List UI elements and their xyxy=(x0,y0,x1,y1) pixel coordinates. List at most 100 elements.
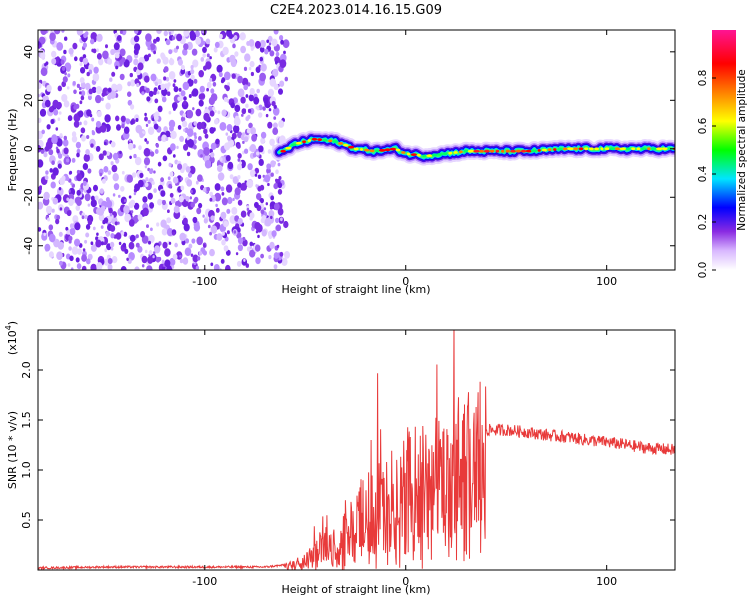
ridge-hotspot xyxy=(458,150,463,154)
noise-dot xyxy=(264,174,271,183)
noise-dot xyxy=(99,172,103,177)
spectrogram-y-ticks: -40 -20 0 20 40 xyxy=(22,45,675,255)
noise-dot xyxy=(254,201,259,209)
noise-dot xyxy=(134,156,142,166)
noise-dot xyxy=(106,151,110,156)
noise-dot xyxy=(189,196,192,200)
noise-dot xyxy=(177,59,183,66)
ridge-hotspot xyxy=(406,152,411,156)
noise-dot xyxy=(124,248,129,254)
noise-dot xyxy=(237,244,243,252)
noise-dot xyxy=(223,245,229,252)
noise-dot xyxy=(157,198,163,206)
noise-dot xyxy=(96,48,99,52)
noise-dot xyxy=(95,94,102,104)
noise-dot xyxy=(40,67,48,77)
noise-dot xyxy=(43,191,50,200)
noise-dot xyxy=(215,203,218,208)
noise-dot xyxy=(206,81,212,89)
noise-dot xyxy=(95,86,102,95)
noise-dot xyxy=(76,83,80,88)
noise-dot xyxy=(245,56,249,62)
noise-dot xyxy=(208,96,215,106)
noise-dot xyxy=(249,169,256,178)
noise-dot xyxy=(76,152,80,158)
noise-dot xyxy=(203,147,211,156)
noise-dot xyxy=(125,118,131,125)
noise-dot xyxy=(58,231,63,237)
noise-dot xyxy=(183,30,190,37)
noise-dot xyxy=(133,35,140,43)
spectrogram-plot: -100 0 100 -40 -20 0 20 40 Height of straight … xyxy=(6,29,676,296)
noise-dot xyxy=(134,30,139,34)
noise-dot xyxy=(154,98,159,104)
noise-dot xyxy=(73,89,77,95)
noise-dot xyxy=(262,106,266,111)
noise-dot xyxy=(70,267,74,270)
noise-dot xyxy=(231,73,236,79)
noise-dot xyxy=(114,52,120,59)
noise-dot xyxy=(59,177,65,185)
noise-dot xyxy=(57,241,64,250)
noise-dot xyxy=(182,100,187,106)
noise-dot xyxy=(192,254,199,263)
noise-dot xyxy=(147,45,151,51)
ridge-hotspot xyxy=(322,138,328,142)
noise-dot xyxy=(80,81,86,88)
noise-dot xyxy=(86,258,91,265)
noise-dot xyxy=(56,214,61,220)
noise-dot xyxy=(76,148,81,154)
noise-dot xyxy=(284,251,290,259)
noise-dot xyxy=(182,120,188,128)
noise-dot xyxy=(254,40,261,49)
noise-dot xyxy=(131,172,137,178)
noise-dot xyxy=(70,189,74,193)
noise-dot xyxy=(93,184,98,192)
noise-dot xyxy=(154,149,159,154)
noise-dot xyxy=(273,30,279,35)
noise-dot xyxy=(226,124,233,132)
noise-dot xyxy=(236,260,242,267)
svg-text:(x104): (x104) xyxy=(4,321,19,355)
noise-dot xyxy=(172,231,176,236)
noise-dot xyxy=(60,59,65,65)
noise-dot xyxy=(136,82,140,88)
noise-dot xyxy=(256,151,260,156)
noise-dot xyxy=(146,140,149,145)
noise-dot xyxy=(153,90,157,96)
noise-dot xyxy=(153,188,157,194)
ridge-hotspot xyxy=(636,147,641,151)
noise-dot xyxy=(156,58,161,64)
noise-dot xyxy=(41,129,45,135)
ridge-hotspot xyxy=(280,149,287,153)
ridge-hotspot xyxy=(625,147,631,151)
noise-dot xyxy=(141,264,145,268)
noise-dot xyxy=(168,241,172,245)
noise-dot xyxy=(237,237,244,245)
noise-dot xyxy=(144,165,148,169)
noise-dot xyxy=(116,35,122,42)
noise-dot xyxy=(66,230,70,235)
noise-dot xyxy=(217,172,225,181)
noise-dot xyxy=(180,64,185,71)
noise-dot xyxy=(44,175,49,181)
noise-dot xyxy=(67,263,71,267)
noise-dot xyxy=(271,100,276,107)
noise-dot xyxy=(257,174,262,179)
ridge-hotspot xyxy=(375,149,380,153)
noise-dot xyxy=(253,96,260,105)
noise-dot xyxy=(153,114,159,122)
noise-dot xyxy=(200,57,205,62)
noise-dot xyxy=(111,256,118,264)
noise-dot xyxy=(53,109,59,116)
colorbar: 0.0 0.2 0.4 0.6 0.8 Normalized spectral ampl… xyxy=(697,30,748,278)
noise-dot xyxy=(38,117,42,124)
noise-dot xyxy=(82,54,87,59)
noise-dot xyxy=(147,53,151,58)
spectrogram-xlabel: Height of straight line (km) xyxy=(281,283,430,296)
noise-dot xyxy=(203,112,210,122)
noise-dot xyxy=(79,56,84,63)
noise-dot xyxy=(165,39,171,46)
y-tick-label: 0 xyxy=(22,145,35,152)
noise-dot xyxy=(235,252,239,256)
